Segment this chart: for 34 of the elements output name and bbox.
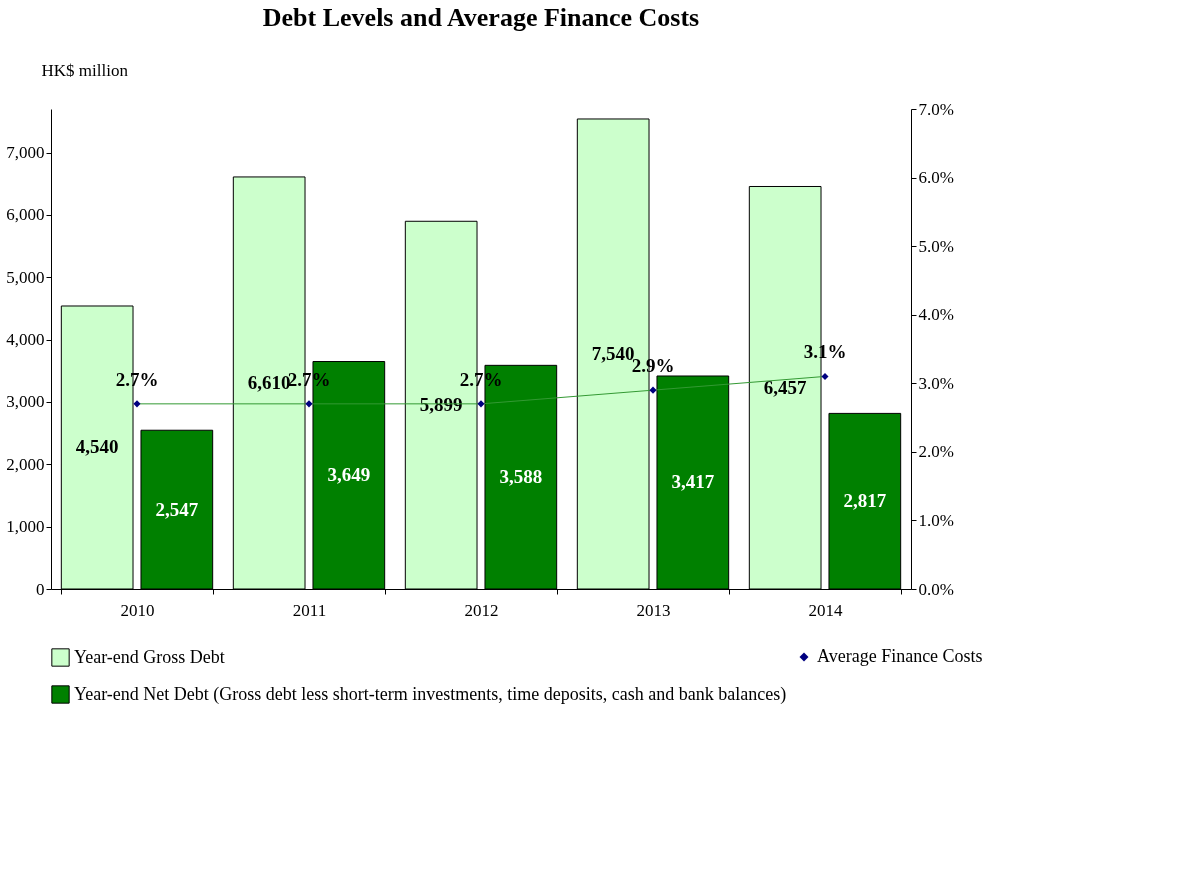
data-label: 3,649	[327, 464, 371, 486]
x-tick-label: 2014	[808, 600, 843, 620]
data-label: 5,899	[419, 394, 463, 416]
y-tick-label: 4,000	[6, 330, 45, 350]
x-tick-label: 2011	[292, 600, 327, 620]
data-label: 6,457	[763, 376, 808, 398]
data-label: 2,817	[843, 490, 887, 512]
y2-tick-label: 3.0%	[918, 373, 954, 393]
y2-tick-label: 6.0%	[918, 168, 954, 188]
legend-label: Year-end Net Debt (Gross debt less short-term investments, time deposits, cash and bank balances)	[74, 683, 787, 705]
data-label: 3,588	[499, 466, 543, 488]
legend-label: Average Finance Costs	[817, 646, 983, 666]
y-tick-label: 0	[36, 579, 45, 599]
y-tick-label: 6,000	[6, 205, 45, 225]
y-tick-label: 5,000	[6, 267, 45, 287]
data-label: 4,540	[75, 436, 119, 458]
x-tick-label: 2012	[464, 600, 499, 620]
legend-label: Year-end Gross Debt	[74, 646, 225, 667]
y2-tick-label: 1.0%	[918, 510, 954, 530]
y2-tick-label: 2.0%	[918, 442, 954, 462]
y-axis-title: HK$ million	[41, 60, 129, 80]
data-label: 2,547	[155, 498, 199, 520]
data-label: 3,417	[671, 471, 715, 493]
y2-tick-label: 4.0%	[918, 305, 954, 325]
chart-title: Debt Levels and Average Finance Costs	[262, 3, 700, 32]
x-tick-label: 2010	[120, 600, 155, 620]
y-tick-label: 2,000	[6, 454, 45, 474]
y-tick-label: 3,000	[6, 392, 45, 412]
y2-tick-label: 0.0%	[918, 579, 954, 599]
y-tick-label: 1,000	[6, 517, 45, 537]
x-tick-label: 2013	[636, 600, 671, 620]
y-tick-label: 7,000	[6, 143, 45, 163]
y2-tick-label: 5.0%	[918, 236, 954, 256]
y2-tick-label: 7.0%	[918, 99, 954, 119]
